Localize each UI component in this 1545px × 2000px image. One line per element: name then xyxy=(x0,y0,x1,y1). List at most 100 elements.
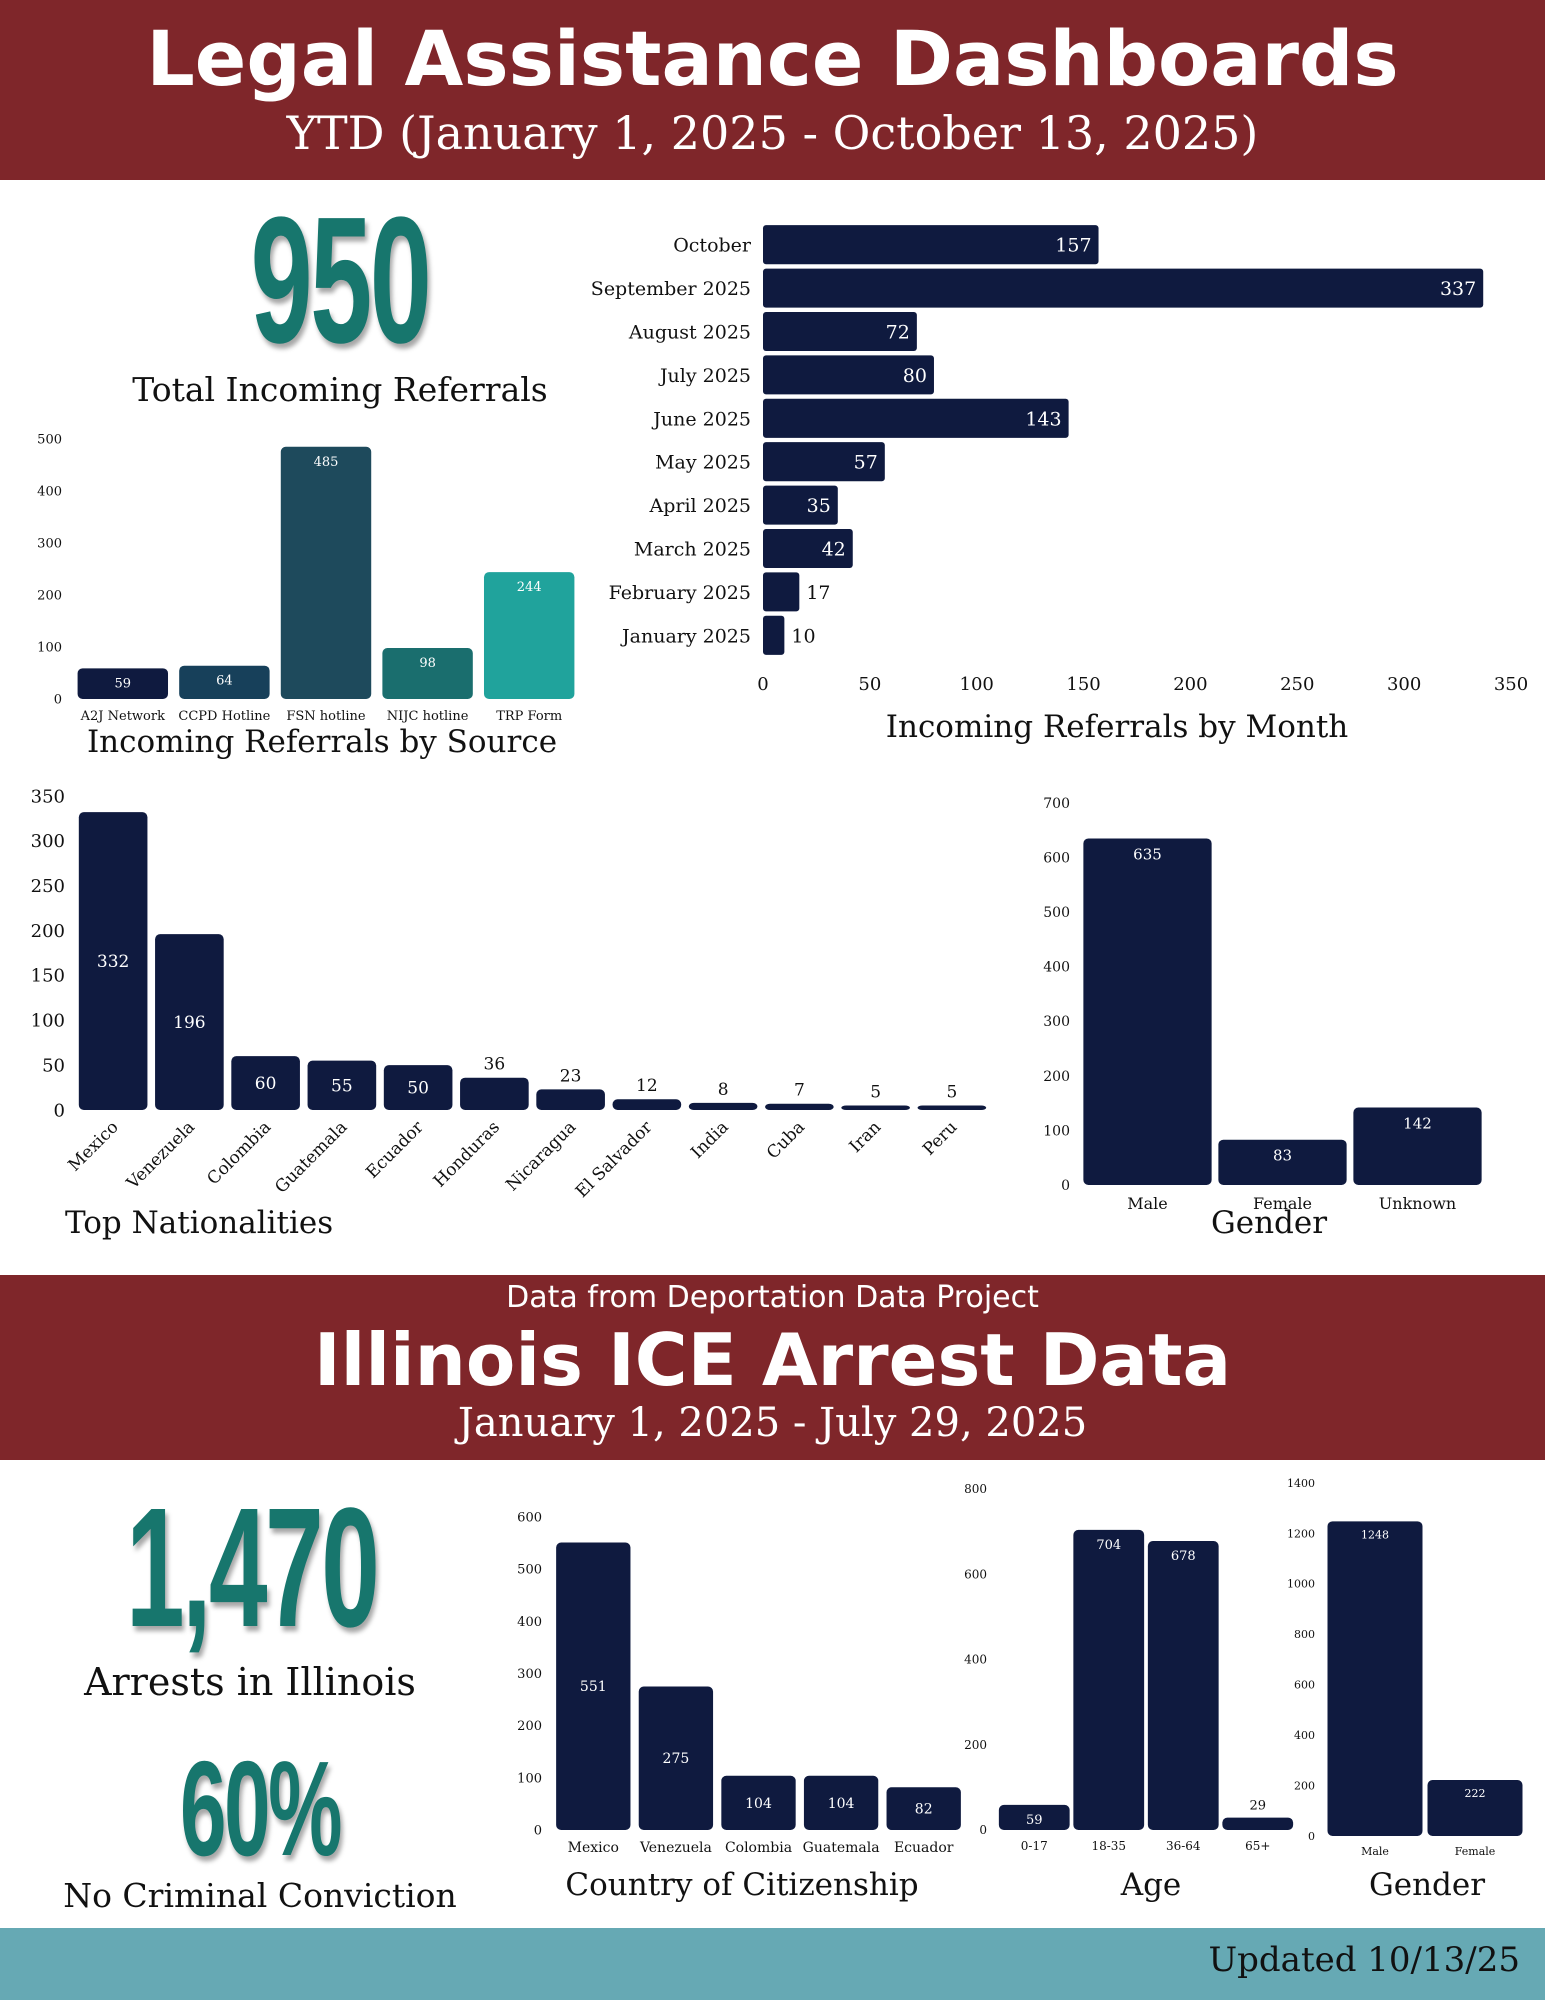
header-banner xyxy=(0,0,1545,180)
x-tick-label: Venezuela xyxy=(122,1117,199,1194)
bar-65 xyxy=(1222,1817,1294,1830)
y-tick-label: 800 xyxy=(1294,1628,1315,1641)
data-label: 60 xyxy=(255,1074,277,1094)
x-tick-label: 65+ xyxy=(1245,1839,1270,1853)
bar-cuba xyxy=(765,1103,834,1110)
data-label: 55 xyxy=(331,1076,353,1096)
x-tick-label: 18-35 xyxy=(1091,1839,1126,1853)
x-tick-label: A2J Network xyxy=(80,709,165,724)
y-tick-label: 200 xyxy=(37,589,62,604)
data-label: 50 xyxy=(407,1079,429,1099)
y-tick-label: 200 xyxy=(1294,1779,1315,1792)
data-label: 275 xyxy=(663,1751,690,1767)
data-label: 244 xyxy=(517,580,542,595)
y-tick-label: March 2025 xyxy=(634,539,751,561)
y-tick-label: 0 xyxy=(54,693,62,708)
bar-female xyxy=(1218,1139,1347,1185)
data-label: 142 xyxy=(1403,1115,1432,1133)
chart-referrals-by-source: 0 100 200 300 400 500 59 A2J Network 64 CCPD Hotl… xyxy=(37,433,575,760)
bar-january-2025 xyxy=(763,615,785,655)
data-label: 12 xyxy=(636,1076,658,1096)
x-tick-label: Guatemala xyxy=(803,1840,880,1856)
y-tick-label: 500 xyxy=(37,433,62,448)
data-label: 222 xyxy=(1465,1787,1486,1800)
x-tick-label: 350 xyxy=(1494,674,1528,695)
bar-venezuela xyxy=(638,1686,714,1830)
y-tick-label: 400 xyxy=(1294,1729,1315,1742)
x-tick-label: Honduras xyxy=(430,1117,504,1191)
updated-date: Updated 10/13/25 xyxy=(1208,1940,1520,1980)
x-tick-label: TRP Form xyxy=(496,709,562,724)
x-tick-label: Venezuela xyxy=(639,1840,712,1856)
y-tick-label: 300 xyxy=(31,831,65,852)
x-tick-label: Unknown xyxy=(1379,1194,1456,1213)
x-tick-label: 300 xyxy=(1387,674,1421,695)
data-label: 64 xyxy=(216,674,233,689)
x-tick-label: Guatemala xyxy=(271,1117,351,1197)
y-tick-label: 1200 xyxy=(1287,1527,1315,1540)
x-tick-label: India xyxy=(687,1117,732,1162)
bar-guatemala xyxy=(307,1060,377,1110)
x-tick-label: 100 xyxy=(960,674,994,695)
x-tick-label: 36-64 xyxy=(1166,1839,1201,1853)
data-label: 29 xyxy=(1249,1799,1266,1814)
chart-title: Country of Citizenship xyxy=(565,1867,918,1903)
y-tick-label: October xyxy=(673,235,752,257)
data-label: 23 xyxy=(560,1066,582,1086)
y-tick-label: 400 xyxy=(517,1615,542,1630)
bar-18-35 xyxy=(1073,1529,1145,1830)
data-label: 337 xyxy=(1440,278,1476,300)
bar-september-2025 xyxy=(763,268,1484,308)
y-tick-label: 150 xyxy=(31,966,65,987)
data-label: 72 xyxy=(886,322,910,344)
y-tick-label: 100 xyxy=(31,1011,65,1032)
y-tick-label: July 2025 xyxy=(658,365,751,387)
y-tick-label: June 2025 xyxy=(651,408,751,430)
data-label: 83 xyxy=(1273,1147,1292,1165)
y-tick-label: 100 xyxy=(37,641,62,656)
x-tick-label: 150 xyxy=(1066,674,1100,695)
x-tick-label: Ecuador xyxy=(894,1840,954,1856)
y-tick-label: August 2025 xyxy=(628,322,751,344)
x-tick-label: Female xyxy=(1253,1194,1312,1213)
bar-nicaragua xyxy=(536,1089,605,1110)
x-tick-label: Cuba xyxy=(763,1117,809,1163)
x-tick-label: Mexico xyxy=(65,1117,123,1175)
y-tick-label: 400 xyxy=(964,1653,987,1667)
bar-colombia xyxy=(721,1775,796,1830)
y-tick-label: 50 xyxy=(42,1055,65,1076)
bar-female xyxy=(1427,1780,1523,1836)
bar-june-2025 xyxy=(763,398,1069,438)
y-tick-label: 0 xyxy=(1061,1178,1070,1194)
bar-july-2025 xyxy=(763,355,934,395)
data-label: 57 xyxy=(854,452,878,474)
chart-title: Incoming Referrals by Month xyxy=(886,709,1349,745)
x-tick-label: 250 xyxy=(1280,674,1314,695)
ice-title: Illinois ICE Arrest Data xyxy=(313,1318,1232,1402)
data-label: 98 xyxy=(419,656,436,671)
bar-unknown xyxy=(1353,1107,1482,1185)
data-label: 82 xyxy=(915,1802,933,1818)
data-label: 635 xyxy=(1133,845,1162,863)
bar-colombia xyxy=(231,1056,300,1110)
chart-title: Gender xyxy=(1211,1205,1327,1241)
data-label: 42 xyxy=(822,539,846,561)
y-tick-label: 1000 xyxy=(1287,1578,1315,1591)
y-tick-label: 600 xyxy=(517,1511,542,1526)
footer-bar xyxy=(0,1928,1545,2000)
page-title: Legal Assistance Dashboards xyxy=(146,14,1399,103)
bar-august-2025 xyxy=(763,311,917,352)
bar-male xyxy=(1327,1521,1423,1836)
x-tick-label: CCPD Hotline xyxy=(178,709,270,724)
bar-a2j-network xyxy=(77,668,169,699)
x-tick-label: Female xyxy=(1455,1845,1496,1858)
data-label: 35 xyxy=(807,495,831,517)
y-tick-label: 0 xyxy=(979,1823,987,1837)
no-conviction-value: 60% xyxy=(179,1733,343,1884)
y-tick-label: April 2025 xyxy=(648,495,751,517)
total-referrals-label: Total Incoming Referrals xyxy=(132,370,548,409)
bar-february-2025 xyxy=(763,572,800,612)
x-tick-label: 50 xyxy=(858,674,881,695)
x-tick-label: Peru xyxy=(919,1117,961,1159)
y-tick-label: 0 xyxy=(1308,1830,1315,1843)
